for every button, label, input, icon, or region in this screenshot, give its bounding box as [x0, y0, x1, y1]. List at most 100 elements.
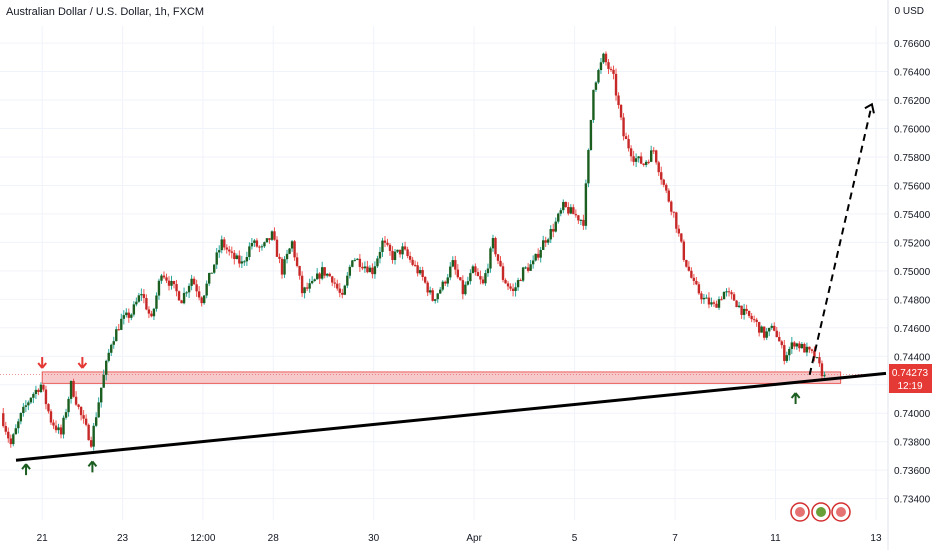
candle-body — [207, 273, 211, 284]
candle-body — [383, 240, 387, 243]
up-arrow-icon — [790, 392, 801, 404]
candle-body — [361, 266, 364, 269]
candle-body — [2, 413, 5, 427]
up-arrow-icon — [21, 463, 31, 476]
candle-body — [541, 240, 545, 250]
candle-body — [622, 117, 625, 137]
candle-body — [37, 389, 40, 393]
candle-body — [727, 291, 731, 293]
candle-body — [82, 415, 85, 419]
x-tick-label: 7 — [672, 533, 678, 544]
candle-body — [343, 285, 347, 295]
candle-body — [579, 219, 583, 221]
candle-body — [471, 266, 475, 274]
candle-body — [130, 314, 133, 318]
candle-body — [202, 295, 206, 304]
event-icons — [790, 502, 851, 522]
y-tick-label: 0.76400 — [894, 68, 931, 79]
candle-body — [778, 337, 781, 342]
candle-body — [185, 292, 188, 294]
candle-body — [230, 251, 233, 253]
candle-body — [587, 150, 590, 184]
candle-body — [348, 266, 352, 276]
candle-body — [320, 267, 324, 279]
candle-body — [780, 341, 783, 346]
candle-body — [110, 344, 113, 353]
candle-body — [499, 260, 502, 267]
candle-body — [501, 266, 505, 280]
candle-body — [132, 304, 136, 315]
candle-body — [310, 281, 314, 284]
candle-body — [474, 266, 477, 273]
candle-body — [667, 190, 670, 202]
y-tick-label: 0.74000 — [894, 409, 931, 420]
candle-body — [9, 438, 12, 445]
candle-body — [250, 242, 254, 247]
candle-body — [358, 258, 362, 267]
candle-body — [813, 350, 816, 358]
candle-body — [77, 404, 80, 407]
candle-body — [428, 290, 432, 293]
signal-arrows — [21, 356, 801, 476]
candle-body — [341, 292, 344, 295]
candle-body — [197, 291, 201, 298]
candle-body — [564, 201, 568, 207]
candle-body — [386, 242, 389, 245]
candle-body — [770, 325, 773, 328]
candle-body — [74, 396, 78, 405]
candle-body — [572, 207, 575, 215]
y-tick-label: 0.75000 — [894, 267, 931, 278]
candle-body — [725, 291, 728, 293]
y-tick-label: 0.75400 — [894, 210, 931, 221]
candle-body — [333, 282, 336, 284]
candle-body — [747, 310, 751, 316]
candle-body — [220, 239, 223, 251]
candle-body — [680, 233, 683, 242]
candle-body — [609, 68, 613, 70]
candle-body — [629, 148, 633, 157]
candle-body — [481, 279, 485, 284]
candle-body — [461, 280, 465, 295]
candle-body — [260, 246, 264, 248]
candle-body — [745, 308, 748, 311]
candle-body — [200, 297, 203, 304]
candle-body — [170, 280, 173, 286]
candle-body — [464, 284, 467, 295]
candle-body — [702, 297, 706, 300]
candle-body — [589, 119, 593, 151]
candle-body — [401, 246, 404, 255]
symbol-title: Australian Dollar / U.S. Dollar, 1h, FXC… — [6, 6, 205, 18]
candle-body — [682, 241, 686, 260]
candle-body — [722, 291, 726, 300]
candle-body — [305, 287, 309, 289]
candle-body — [187, 285, 191, 293]
candle-body — [798, 343, 801, 349]
candle-body — [740, 305, 743, 315]
candle-body — [808, 346, 811, 350]
candle-body — [295, 257, 299, 267]
candle-body — [54, 425, 58, 431]
candle-body — [644, 161, 648, 165]
candle-body — [137, 295, 141, 302]
candle-body — [278, 256, 281, 259]
candle-body — [516, 280, 520, 288]
x-tick-label: 30 — [368, 533, 380, 544]
candle-body — [486, 268, 490, 274]
candle-body — [765, 331, 768, 338]
candle-body — [47, 404, 50, 412]
candle-body — [7, 431, 10, 439]
y-tick-label: 0.73800 — [894, 438, 931, 449]
candle-body — [582, 219, 585, 226]
x-tick-label: 28 — [268, 533, 280, 544]
candle-body — [248, 246, 251, 258]
candle-body — [793, 342, 796, 347]
candle-body — [177, 291, 181, 301]
candle-body — [431, 290, 434, 301]
candle-body — [519, 280, 522, 282]
candle-body — [496, 254, 500, 261]
candle-body — [288, 248, 291, 254]
candle-body — [695, 280, 698, 285]
x-tick-label: 12:00 — [190, 533, 215, 544]
